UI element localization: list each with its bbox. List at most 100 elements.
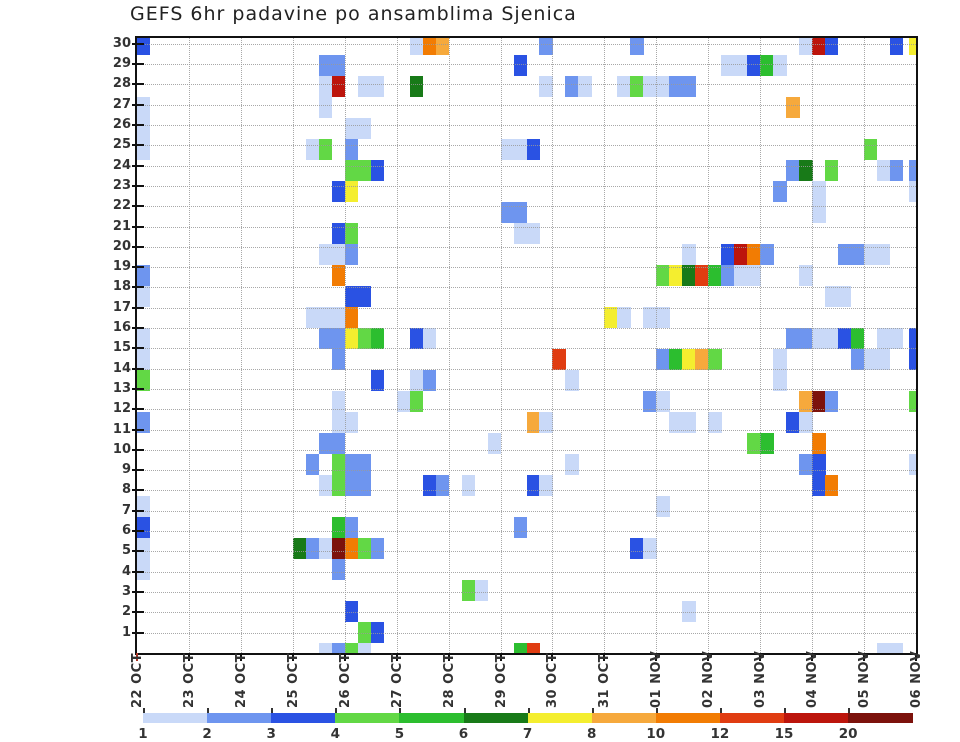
heatmap-cell bbox=[305, 537, 320, 559]
y-tick bbox=[132, 124, 144, 126]
grid-hline bbox=[137, 84, 916, 86]
heatmap-cell bbox=[370, 537, 385, 559]
heatmap-cell bbox=[318, 474, 333, 496]
heatmap-cell bbox=[344, 600, 359, 622]
x-tick bbox=[551, 653, 554, 661]
heatmap-cell bbox=[851, 243, 865, 265]
heatmap-cell bbox=[734, 243, 748, 265]
heatmap-cell bbox=[513, 516, 527, 538]
grid-hline bbox=[137, 409, 916, 411]
heatmap-cell bbox=[137, 264, 151, 286]
heatmap-cell bbox=[292, 537, 307, 559]
heatmap-cell bbox=[864, 243, 878, 265]
heatmap-cell bbox=[370, 621, 385, 643]
grid-hline bbox=[137, 104, 916, 106]
heatmap-cell bbox=[656, 264, 670, 286]
heatmap-cell bbox=[137, 138, 151, 160]
colorbar-segment bbox=[527, 713, 593, 723]
y-tick bbox=[132, 286, 144, 289]
heatmap-cell bbox=[890, 327, 904, 349]
grid-vline bbox=[396, 38, 398, 653]
heatmap-cell bbox=[331, 327, 346, 349]
heatmap-cell bbox=[422, 327, 436, 349]
heatmap-cell bbox=[500, 201, 514, 223]
heatmap-cell bbox=[708, 264, 722, 286]
x-tick bbox=[291, 653, 294, 661]
grid-vline bbox=[552, 38, 554, 653]
colorbar-tick bbox=[335, 708, 338, 713]
x-tick-label: 06 NOV bbox=[909, 650, 924, 708]
colorbar-tick bbox=[655, 708, 658, 713]
colorbar bbox=[143, 713, 913, 723]
heatmap-cell bbox=[799, 159, 813, 181]
y-tick bbox=[132, 63, 144, 66]
x-tick-label: 02 NOV bbox=[701, 650, 717, 708]
heatmap-cell bbox=[890, 38, 904, 55]
heatmap-cell bbox=[409, 327, 424, 349]
y-tick bbox=[132, 306, 144, 309]
x-tick bbox=[655, 653, 658, 661]
heatmap-cell bbox=[318, 96, 333, 118]
x-tick bbox=[603, 653, 606, 661]
grid-vline bbox=[448, 38, 450, 653]
heatmap-cell bbox=[851, 348, 865, 370]
y-tick-label: 20 bbox=[112, 238, 131, 254]
y-tick bbox=[132, 347, 144, 350]
heatmap-cell bbox=[318, 432, 333, 454]
grid-hline bbox=[137, 388, 916, 390]
heatmap-cell bbox=[422, 38, 436, 55]
heatmap-cell bbox=[682, 411, 696, 433]
heatmap-cell bbox=[539, 75, 553, 97]
grid-vline bbox=[864, 38, 866, 653]
heatmap-cell bbox=[825, 159, 839, 181]
x-tick-label: 28 OCT bbox=[441, 652, 457, 708]
heatmap-cell bbox=[500, 138, 514, 160]
y-tick-label: 28 bbox=[112, 76, 131, 92]
heatmap-cell bbox=[344, 327, 359, 349]
heatmap-cell bbox=[137, 516, 151, 538]
y-tick-label: 23 bbox=[112, 177, 131, 193]
y-tick bbox=[132, 245, 144, 248]
heatmap-cell bbox=[409, 390, 424, 412]
heatmap-cell bbox=[435, 474, 449, 496]
heatmap-cell bbox=[137, 411, 151, 433]
y-tick bbox=[132, 83, 144, 86]
heatmap-cell bbox=[812, 327, 826, 349]
grid-hline bbox=[137, 612, 916, 614]
heatmap-cell bbox=[812, 180, 826, 202]
y-tick-label: 9 bbox=[121, 462, 131, 478]
heatmap-cell bbox=[487, 432, 501, 454]
heatmap-cell bbox=[137, 495, 151, 517]
x-tick bbox=[707, 653, 710, 661]
x-tick bbox=[811, 653, 814, 661]
x-tick-label: 03 NOV bbox=[753, 650, 769, 708]
y-tick-label: 30 bbox=[112, 35, 131, 51]
heatmap-cell bbox=[357, 117, 372, 139]
heatmap-cell bbox=[409, 369, 424, 391]
colorbar-segment bbox=[271, 713, 336, 723]
heatmap-cell bbox=[331, 222, 346, 244]
colorbar-segment bbox=[591, 713, 657, 723]
y-tick-label: 17 bbox=[112, 299, 131, 315]
x-tick bbox=[759, 653, 762, 661]
heatmap-cell bbox=[344, 516, 359, 538]
heatmap-cell bbox=[137, 369, 151, 391]
heatmap-cell bbox=[643, 306, 657, 328]
heatmap-cell bbox=[669, 264, 683, 286]
heatmap-cell bbox=[682, 75, 696, 97]
heatmap-cell bbox=[734, 264, 748, 286]
heatmap-cell bbox=[617, 306, 631, 328]
y-tick-label: 21 bbox=[112, 218, 131, 234]
heatmap-cell bbox=[526, 642, 540, 653]
y-tick-label: 11 bbox=[112, 421, 131, 437]
grid-hline bbox=[137, 165, 916, 167]
colorbar-tick-label: 3 bbox=[266, 726, 276, 742]
heatmap-cell bbox=[526, 474, 540, 496]
y-tick bbox=[132, 489, 144, 492]
grid-vline bbox=[708, 38, 710, 653]
heatmap-cell bbox=[682, 264, 696, 286]
heatmap-cell bbox=[669, 348, 683, 370]
y-tick-label: 16 bbox=[112, 320, 131, 335]
colorbar-tick-label: 2 bbox=[202, 726, 212, 742]
grid-hline bbox=[137, 307, 916, 309]
